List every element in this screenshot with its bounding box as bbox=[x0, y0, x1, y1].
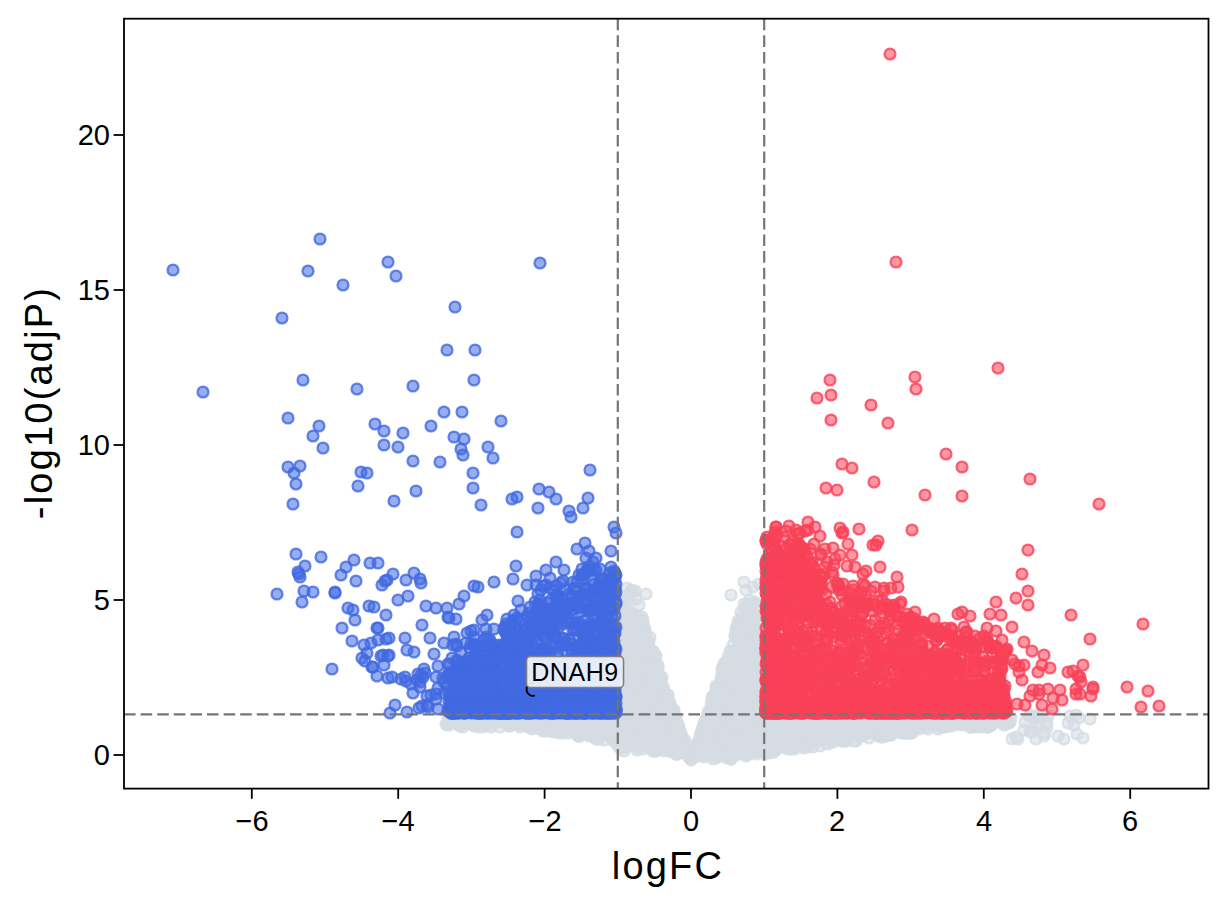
svg-text:0: 0 bbox=[683, 805, 699, 837]
svg-text:-log10(adjP): -log10(adjP) bbox=[18, 286, 60, 519]
svg-text:6: 6 bbox=[1122, 805, 1138, 837]
svg-text:2: 2 bbox=[829, 805, 845, 837]
svg-text:10: 10 bbox=[78, 429, 110, 461]
svg-text:−2: −2 bbox=[528, 805, 561, 837]
svg-text:5: 5 bbox=[94, 584, 110, 616]
svg-text:DNAH9: DNAH9 bbox=[531, 658, 619, 686]
svg-text:15: 15 bbox=[78, 274, 110, 306]
svg-text:4: 4 bbox=[976, 805, 992, 837]
svg-text:−6: −6 bbox=[235, 805, 268, 837]
svg-text:logFC: logFC bbox=[612, 845, 724, 887]
svg-text:20: 20 bbox=[78, 119, 110, 151]
svg-text:−4: −4 bbox=[381, 805, 414, 837]
svg-text:0: 0 bbox=[94, 739, 110, 771]
